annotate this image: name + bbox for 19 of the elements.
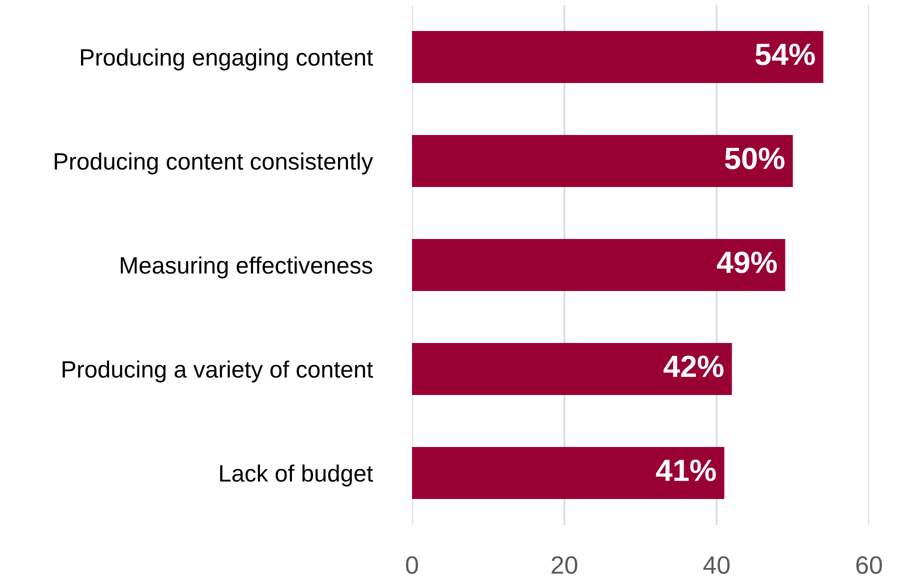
y-tick-label: Measuring effectiveness — [120, 256, 372, 278]
bar — [412, 31, 824, 83]
x-tick-label: 0 — [406, 556, 418, 574]
data-label: 41% — [656, 460, 716, 482]
bar — [412, 135, 793, 187]
bar — [412, 239, 786, 291]
data-label: 54% — [755, 44, 815, 66]
x-tick-label: 40 — [703, 556, 730, 574]
y-tick-label: Producing engaging content — [81, 48, 373, 70]
x-tick-label: 20 — [552, 556, 578, 574]
bar — [412, 343, 732, 395]
data-label: 50% — [725, 148, 784, 170]
y-tick-label: Lack of budget — [220, 464, 373, 486]
bar — [412, 447, 724, 499]
y-tick-label: Producing content consistently — [54, 152, 374, 174]
data-label: 49% — [716, 252, 777, 274]
data-label: 42% — [664, 356, 724, 378]
x-tick-label: 60 — [856, 556, 882, 574]
y-tick-label: Producing a variety of content — [62, 360, 373, 382]
